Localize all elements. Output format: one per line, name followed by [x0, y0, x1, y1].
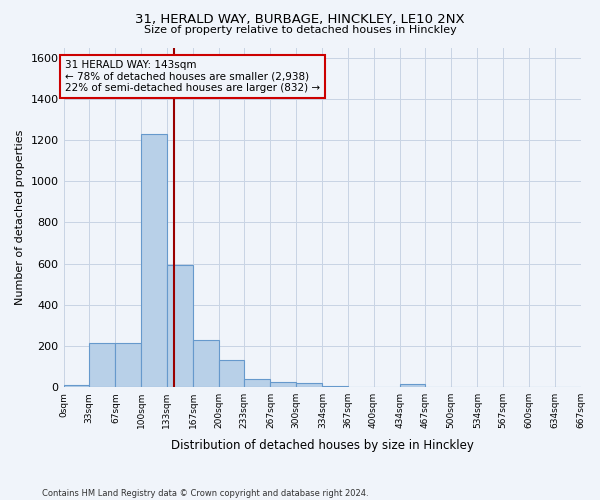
X-axis label: Distribution of detached houses by size in Hinckley: Distribution of detached houses by size … [170, 440, 473, 452]
Text: 31, HERALD WAY, BURBAGE, HINCKLEY, LE10 2NX: 31, HERALD WAY, BURBAGE, HINCKLEY, LE10 … [135, 12, 465, 26]
Bar [271, 382, 296, 387]
Bar [115, 343, 141, 387]
Text: Contains HM Land Registry data © Crown copyright and database right 2024.: Contains HM Land Registry data © Crown c… [42, 488, 368, 498]
Bar [218, 360, 244, 387]
Bar [167, 264, 193, 387]
Bar [89, 343, 115, 387]
Bar [322, 386, 348, 387]
Y-axis label: Number of detached properties: Number of detached properties [15, 130, 25, 305]
Bar [296, 383, 322, 387]
Text: 31 HERALD WAY: 143sqm
← 78% of detached houses are smaller (2,938)
22% of semi-d: 31 HERALD WAY: 143sqm ← 78% of detached … [65, 60, 320, 93]
Bar [244, 379, 271, 387]
Text: Size of property relative to detached houses in Hinckley: Size of property relative to detached ho… [143, 25, 457, 35]
Bar [141, 134, 167, 387]
Bar [400, 384, 425, 387]
Bar [193, 340, 218, 387]
Bar [64, 385, 89, 387]
